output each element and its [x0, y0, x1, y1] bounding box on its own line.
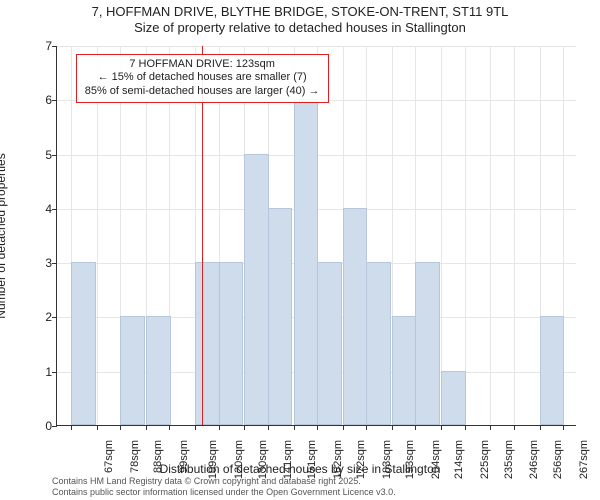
- y-tick-mark: [52, 209, 57, 210]
- y-tick-label: 6: [2, 93, 52, 107]
- x-tick-mark: [268, 425, 269, 430]
- histogram-bar: [317, 262, 342, 425]
- plot-area: 7 HOFFMAN DRIVE: 123sqm← 15% of detached…: [56, 46, 576, 426]
- y-tick-label: 2: [2, 310, 52, 324]
- footer-credits: Contains HM Land Registry data © Crown c…: [52, 476, 396, 498]
- grid-line-v: [465, 46, 466, 425]
- x-tick-mark: [71, 425, 72, 430]
- y-tick-mark: [52, 155, 57, 156]
- histogram-bar: [540, 316, 565, 425]
- y-tick-mark: [52, 46, 57, 47]
- marker-line: [202, 46, 203, 425]
- y-tick-mark: [52, 100, 57, 101]
- chart-root: 7, HOFFMAN DRIVE, BLYTHE BRIDGE, STOKE-O…: [0, 0, 600, 500]
- histogram-bar: [195, 262, 220, 425]
- x-tick-mark: [441, 425, 442, 430]
- y-tick-mark: [52, 426, 57, 427]
- histogram-bar: [415, 262, 440, 425]
- histogram-bar: [268, 208, 293, 425]
- y-tick-label: 0: [2, 419, 52, 433]
- x-tick-mark: [392, 425, 393, 430]
- callout-box: 7 HOFFMAN DRIVE: 123sqm← 15% of detached…: [76, 54, 329, 103]
- y-tick-label: 1: [2, 365, 52, 379]
- y-tick-label: 3: [2, 256, 52, 270]
- histogram-bar: [441, 371, 466, 425]
- chart-title: 7, HOFFMAN DRIVE, BLYTHE BRIDGE, STOKE-O…: [0, 4, 600, 37]
- x-tick-mark: [294, 425, 295, 430]
- histogram-bar: [392, 316, 417, 425]
- grid-line-v: [514, 46, 515, 425]
- x-tick-mark: [366, 425, 367, 430]
- callout-line: ← 15% of detached houses are smaller (7): [85, 71, 320, 85]
- histogram-bar: [244, 154, 269, 425]
- y-tick-mark: [52, 372, 57, 373]
- x-tick-mark: [563, 425, 564, 430]
- footer-line-2: Contains public sector information licen…: [52, 487, 396, 498]
- y-tick-mark: [52, 317, 57, 318]
- x-tick-mark: [317, 425, 318, 430]
- grid-line-v: [441, 46, 442, 425]
- y-axis-label: Number of detached properties: [0, 153, 8, 318]
- x-tick-mark: [219, 425, 220, 430]
- x-tick-mark: [244, 425, 245, 430]
- histogram-bar: [366, 262, 391, 425]
- histogram-bar: [219, 262, 244, 425]
- title-line-2: Size of property relative to detached ho…: [0, 20, 600, 36]
- y-tick-mark: [52, 263, 57, 264]
- x-tick-mark: [120, 425, 121, 430]
- x-tick-mark: [169, 425, 170, 430]
- histogram-bar: [146, 316, 171, 425]
- callout-line: 85% of semi-detached houses are larger (…: [85, 85, 320, 99]
- x-tick-mark: [97, 425, 98, 430]
- histogram-bar: [343, 208, 368, 425]
- x-tick-mark: [540, 425, 541, 430]
- x-tick-mark: [514, 425, 515, 430]
- x-tick-mark: [465, 425, 466, 430]
- callout-line: 7 HOFFMAN DRIVE: 123sqm: [85, 58, 320, 72]
- histogram-bar: [71, 262, 96, 425]
- plot-container: 01234567 7 HOFFMAN DRIVE: 123sqm← 15% of…: [56, 46, 576, 426]
- footer-line-1: Contains HM Land Registry data © Crown c…: [52, 476, 396, 487]
- title-line-1: 7, HOFFMAN DRIVE, BLYTHE BRIDGE, STOKE-O…: [0, 4, 600, 20]
- x-tick-mark: [146, 425, 147, 430]
- grid-line-v: [97, 46, 98, 425]
- y-tick-label: 5: [2, 148, 52, 162]
- grid-line-v: [490, 46, 491, 425]
- histogram-bar: [120, 316, 145, 425]
- x-axis-label: Distribution of detached houses by size …: [0, 462, 600, 476]
- x-tick-mark: [415, 425, 416, 430]
- y-tick-label: 4: [2, 202, 52, 216]
- x-tick-mark: [490, 425, 491, 430]
- y-tick-label: 7: [2, 39, 52, 53]
- x-tick-mark: [195, 425, 196, 430]
- histogram-bar: [294, 99, 319, 425]
- x-tick-mark: [343, 425, 344, 430]
